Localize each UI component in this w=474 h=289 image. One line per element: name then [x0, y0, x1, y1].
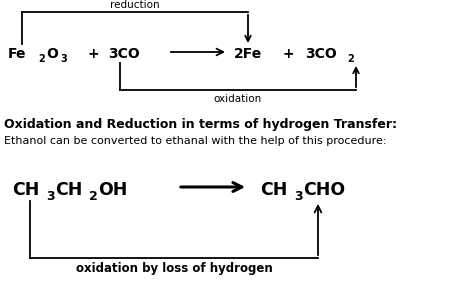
Text: CH: CH — [260, 181, 287, 199]
Text: 2: 2 — [89, 190, 98, 203]
Text: CH: CH — [55, 181, 82, 199]
Text: 3: 3 — [294, 190, 302, 203]
Text: +: + — [88, 47, 100, 61]
Text: Oxidation and Reduction in terms of hydrogen Transfer:: Oxidation and Reduction in terms of hydr… — [4, 118, 397, 131]
Text: Fe: Fe — [8, 47, 27, 61]
Text: CHO: CHO — [303, 181, 345, 199]
Text: oxidation: oxidation — [214, 94, 262, 104]
Text: 3CO: 3CO — [108, 47, 140, 61]
Text: OH: OH — [98, 181, 128, 199]
Text: 3: 3 — [46, 190, 55, 203]
Text: 2Fe: 2Fe — [234, 47, 262, 61]
Text: 3: 3 — [60, 54, 67, 64]
Text: 2: 2 — [347, 54, 354, 64]
Text: reduction: reduction — [110, 0, 160, 10]
Text: oxidation by loss of hydrogen: oxidation by loss of hydrogen — [76, 262, 273, 275]
Text: CH: CH — [12, 181, 39, 199]
Text: 2: 2 — [38, 54, 45, 64]
Text: O: O — [46, 47, 58, 61]
Text: Ethanol can be converted to ethanal with the help of this procedure:: Ethanol can be converted to ethanal with… — [4, 136, 386, 146]
Text: 3CO: 3CO — [305, 47, 337, 61]
Text: +: + — [283, 47, 295, 61]
